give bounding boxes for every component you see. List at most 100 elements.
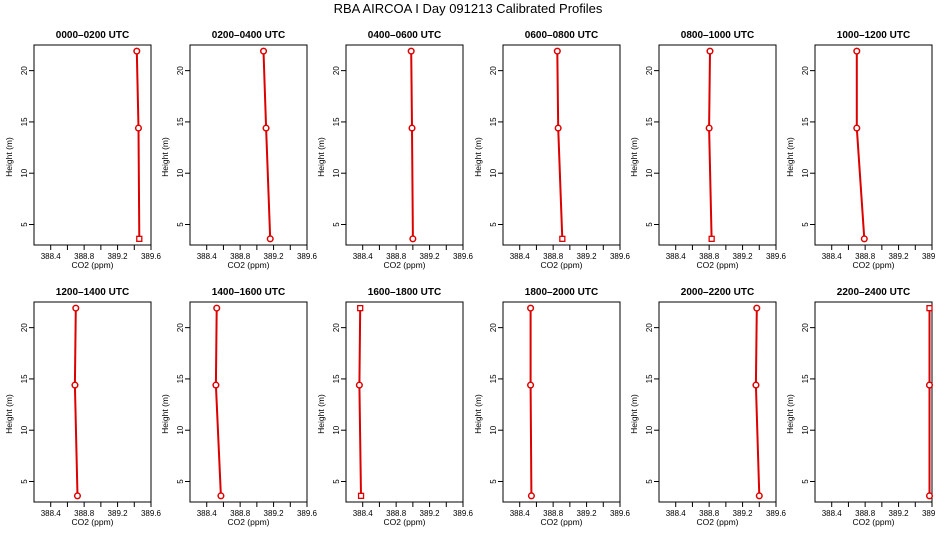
- panel-6-title: 1000–1200 UTC: [837, 30, 910, 41]
- panel-12-xtick-label: 389.6: [922, 509, 936, 518]
- panel-3-frame: [345, 44, 464, 246]
- panel-12-ytick-label: 5: [801, 479, 810, 484]
- panel-8-ylabel: Height (m): [160, 394, 170, 434]
- panel-9-frame: [345, 301, 464, 503]
- panel-8-ytick-label: 20: [176, 323, 185, 332]
- panel-2-ylabel: Height (m): [160, 137, 170, 177]
- panel-4-ytick-label: 10: [489, 168, 498, 177]
- panel-10-xlabel: CO2 (ppm): [540, 517, 582, 527]
- panel-4: 0600–0800 UTC 388.4 388.8 389.2 389.6 CO2 (pp…: [473, 30, 631, 270]
- panel-10-ytick-label: 20: [489, 323, 498, 332]
- panel-1-xtick-label: 388.8: [74, 252, 95, 261]
- panel-7-xlabel: CO2 (ppm): [71, 517, 113, 527]
- panel-12-xtick-label: 388.4: [822, 509, 843, 518]
- panel-1-data-point: [133, 47, 141, 55]
- panel-11-data-point: [753, 304, 761, 312]
- panel-1-xlabel: CO2 (ppm): [71, 260, 113, 270]
- panel-6-ytick-label: 15: [801, 117, 810, 126]
- panel-10-data-point: [527, 304, 535, 312]
- panel-6-ylabel: Height (m): [785, 137, 795, 177]
- panel-11-xlabel: CO2 (ppm): [696, 517, 738, 527]
- panel-3-series-line: [410, 51, 414, 239]
- panel-2-xtick-label: 388.8: [230, 252, 251, 261]
- panel-1-data-point: [136, 235, 143, 242]
- panel-4-data-point: [554, 124, 562, 132]
- panel-7-title: 1200–1400 UTC: [56, 287, 129, 298]
- panel-6-ytick-label: 10: [801, 168, 810, 177]
- panel-9-xtick-label: 389.6: [453, 509, 474, 518]
- panel-8-ytick-label: 5: [176, 479, 185, 484]
- panel-8-xtick-label: 388.4: [197, 509, 218, 518]
- panel-5-frame: [658, 44, 777, 246]
- panel-6-data-point: [860, 235, 868, 243]
- panel-2-xtick-label: 388.4: [197, 252, 218, 261]
- panel-7-data-point: [73, 492, 82, 500]
- panel-10-ylabel: Height (m): [473, 394, 483, 434]
- panel-5-data-point: [706, 47, 714, 55]
- panel-1-xtick-label: 389.2: [108, 252, 129, 261]
- panel-8-frame: [189, 301, 308, 503]
- panel-1-title: 0000–0200 UTC: [56, 30, 129, 41]
- panel-8-xlabel: CO2 (ppm): [227, 517, 269, 527]
- panel-10-title: 1800–2000 UTC: [525, 287, 598, 298]
- panel-1-xtick-label: 388.4: [41, 252, 62, 261]
- panel-8-data-point: [212, 381, 220, 389]
- panel-11-xtick-label: 389.6: [766, 509, 787, 518]
- panel-2-ytick-label: 5: [176, 222, 185, 227]
- panel-9-data-point: [355, 381, 363, 389]
- panel-2-series-line: [262, 51, 272, 239]
- panel-6-data-point: [853, 47, 861, 55]
- panel-6: 1000–1200 UTC 388.4 388.8 389.2 389.6 CO2 (pp…: [785, 30, 936, 270]
- panel-9-ytick-label: 10: [332, 425, 341, 434]
- panel-8-ytick-label: 15: [176, 374, 185, 383]
- panel-6-xtick-label: 388.4: [822, 252, 843, 261]
- panel-1: 0000–0200 UTC 388.4 388.8 389.2 389.6 CO2 (pp…: [4, 30, 162, 270]
- panel-8-data-point: [213, 304, 221, 312]
- panel-2-ytick-label: 20: [176, 66, 185, 75]
- panel-8-data-point: [217, 492, 225, 500]
- panel-2-frame: [189, 44, 308, 246]
- panel-1-ytick-label: 15: [20, 117, 29, 126]
- figure-title: RBA AIRCOA I Day 091213 Calibrated Profi…: [333, 1, 603, 16]
- panel-5-data-point: [708, 235, 715, 242]
- panel-7-xtick-label: 389.6: [141, 509, 162, 518]
- panel-7-xtick-label: 388.8: [74, 509, 95, 518]
- panel-4-xlabel: CO2 (ppm): [540, 260, 582, 270]
- panel-10-ytick-label: 5: [489, 479, 498, 484]
- panel-2-xlabel: CO2 (ppm): [227, 260, 269, 270]
- panel-2-data-point: [259, 47, 268, 55]
- panel-2-data-point: [266, 235, 274, 243]
- panel-4-xtick-label: 389.2: [577, 252, 598, 261]
- panel-11-title: 2000–2200 UTC: [681, 287, 754, 298]
- panel-10-frame: [502, 301, 621, 503]
- panel-11-xtick-label: 389.2: [733, 509, 754, 518]
- panel-5-ytick-label: 15: [645, 117, 654, 126]
- panel-11: 2000–2200 UTC 388.4 388.8 389.2 389.6 CO2 (pp…: [629, 287, 787, 527]
- panel-5-title: 0800–1000 UTC: [681, 30, 754, 41]
- panel-5-ytick-label: 20: [645, 66, 654, 75]
- panel-9-xtick-label: 388.4: [353, 509, 374, 518]
- panel-7-ytick-label: 10: [20, 425, 29, 434]
- panel-7-xtick-label: 388.4: [41, 509, 62, 518]
- panel-9-ytick-label: 15: [332, 374, 341, 383]
- panel-9-title: 1600–1800 UTC: [368, 287, 441, 298]
- panel-2-ytick-label: 10: [176, 168, 185, 177]
- panel-10-data-point: [527, 492, 535, 500]
- panel-11-ytick-label: 15: [645, 374, 654, 383]
- panel-6-frame: [814, 44, 933, 246]
- panel-10-ytick-label: 10: [489, 425, 498, 434]
- panel-2-data-point: [262, 124, 270, 132]
- panel-11-data-point: [752, 381, 760, 389]
- panel-2-ytick-label: 15: [176, 117, 185, 126]
- panel-11-ylabel: Height (m): [629, 394, 639, 434]
- panel-12-ytick-label: 20: [801, 323, 810, 332]
- panel-1-data-point: [134, 124, 143, 132]
- panel-8: 1400–1600 UTC 388.4 388.8 389.2 389.6 CO2 (pp…: [160, 287, 318, 527]
- panel-8-ytick-label: 10: [176, 425, 185, 434]
- panel-9-series-line: [358, 308, 362, 496]
- panel-5-xtick-label: 389.2: [733, 252, 754, 261]
- panel-9-xlabel: CO2 (ppm): [383, 517, 425, 527]
- panel-11-xtick-label: 388.8: [699, 509, 720, 518]
- panel-5-ytick-label: 5: [645, 222, 654, 227]
- panel-1-ytick-label: 10: [20, 168, 29, 177]
